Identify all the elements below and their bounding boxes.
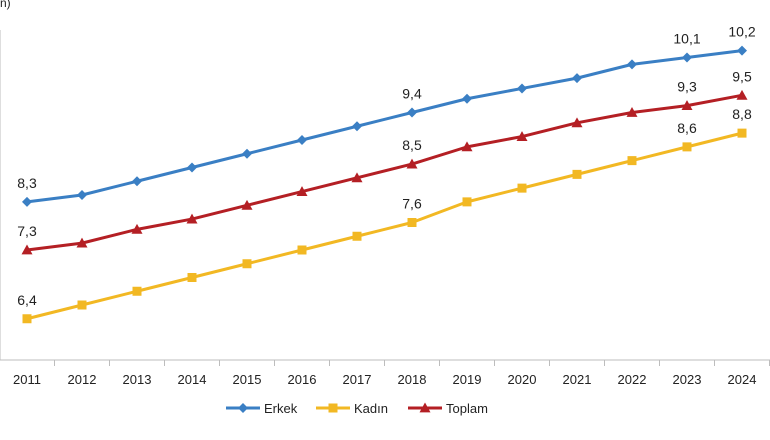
series-line-toplam (26, 93, 743, 252)
data-point-erkek (572, 73, 582, 84)
data-point-toplam (406, 158, 418, 169)
data-label-toplam: 8,5 (402, 137, 422, 153)
data-point-erkek (517, 83, 527, 94)
data-label-kad-n: 8,8 (732, 106, 752, 122)
data-point-kad-n (517, 183, 527, 193)
data-point-erkek (187, 162, 197, 173)
data-point-kad-n (407, 218, 417, 227)
series-group (21, 45, 748, 324)
data-point-erkek (462, 93, 472, 104)
x-tick-label: 2020 (508, 372, 537, 387)
legend-marker-toplam (419, 402, 431, 413)
data-point-erkek (352, 121, 362, 132)
data-label-toplam: 9,3 (677, 79, 697, 95)
data-point-kad-n (132, 286, 142, 296)
data-point-toplam (626, 107, 638, 117)
x-tick-label: 2015 (233, 372, 262, 387)
data-point-toplam (571, 117, 583, 128)
series-kad-n (22, 128, 747, 324)
x-tick-label: 2024 (728, 372, 757, 387)
data-label-erkek: 8,3 (17, 175, 37, 191)
data-point-erkek (132, 176, 142, 187)
data-point-kad-n (572, 169, 582, 179)
x-tick-label: 2023 (673, 372, 702, 387)
data-label-erkek: 10,2 (728, 24, 755, 40)
data-point-kad-n (297, 245, 307, 255)
x-tick-label: 2012 (68, 372, 97, 387)
data-label-kad-n: 8,6 (677, 120, 697, 136)
x-tick-label: 2016 (288, 372, 317, 387)
x-tick-label: 2021 (563, 372, 592, 387)
x-axis-tick-labels: 2011 2012 2013 2014 2015 2016 2017 2018 2019 2020… (13, 372, 756, 387)
data-point-toplam (76, 237, 88, 248)
data-point-kad-n (187, 273, 197, 282)
data-label-kad-n: 7,6 (402, 196, 422, 212)
legend-item-erkek: Erkek (226, 401, 298, 416)
data-point-toplam (351, 172, 363, 183)
data-point-toplam (131, 223, 143, 234)
series-erkek (22, 45, 747, 207)
x-tick-label: 2011 (13, 372, 41, 387)
data-point-erkek (297, 135, 307, 145)
legend-label-kad-n: Kadın (354, 401, 388, 416)
data-point-erkek (737, 45, 747, 56)
data-point-erkek (682, 52, 692, 63)
data-point-erkek (22, 196, 32, 207)
data-labels-group: 8,3 9,4 10,1 10,2 6,4 7,6 8,6 8,8 7,3 8,5 9,3 9,5 (17, 24, 756, 308)
legend: Erkek Kadın Toplam (226, 401, 488, 416)
series-toplam (21, 89, 748, 255)
data-point-kad-n (737, 128, 747, 138)
series-line-kad-n (26, 131, 743, 321)
data-point-toplam (681, 100, 693, 111)
x-tick-label: 2013 (123, 372, 152, 387)
data-label-toplam: 9,5 (732, 68, 752, 84)
data-label-kad-n: 6,4 (17, 292, 37, 308)
legend-label-erkek: Erkek (264, 401, 298, 416)
data-point-kad-n (682, 142, 692, 152)
data-point-toplam (186, 213, 198, 224)
legend-item-toplam: Toplam (408, 401, 488, 416)
unit-label: n) (0, 0, 11, 10)
data-label-erkek: 9,4 (402, 86, 422, 102)
data-point-kad-n (242, 259, 252, 269)
legend-marker-erkek (238, 403, 248, 413)
legend-marker-kad-n (328, 403, 338, 413)
data-point-toplam (736, 89, 748, 100)
x-tick-label: 2017 (343, 372, 372, 387)
x-axis-ticks (54, 360, 770, 366)
data-point-kad-n (627, 156, 637, 166)
series-line-erkek (26, 49, 743, 204)
data-point-kad-n (352, 231, 362, 241)
x-tick-label: 2018 (398, 372, 427, 387)
data-point-erkek (407, 107, 417, 118)
data-point-kad-n (77, 300, 87, 310)
legend-item-kad-n: Kadın (316, 401, 388, 416)
data-point-kad-n (462, 197, 472, 207)
legend-label-toplam: Toplam (446, 401, 488, 416)
data-point-toplam (21, 244, 33, 255)
data-point-kad-n (22, 314, 32, 324)
data-point-toplam (461, 141, 473, 152)
data-point-toplam (516, 131, 528, 141)
data-point-erkek (77, 190, 87, 200)
data-point-toplam (296, 186, 308, 196)
data-label-toplam: 7,3 (17, 223, 37, 239)
data-point-erkek (627, 59, 637, 70)
data-label-erkek: 10,1 (673, 31, 700, 47)
x-tick-label: 2019 (453, 372, 482, 387)
data-point-toplam (241, 199, 253, 210)
data-point-erkek (242, 148, 252, 159)
x-tick-label: 2022 (618, 372, 647, 387)
x-tick-label: 2014 (178, 372, 207, 387)
